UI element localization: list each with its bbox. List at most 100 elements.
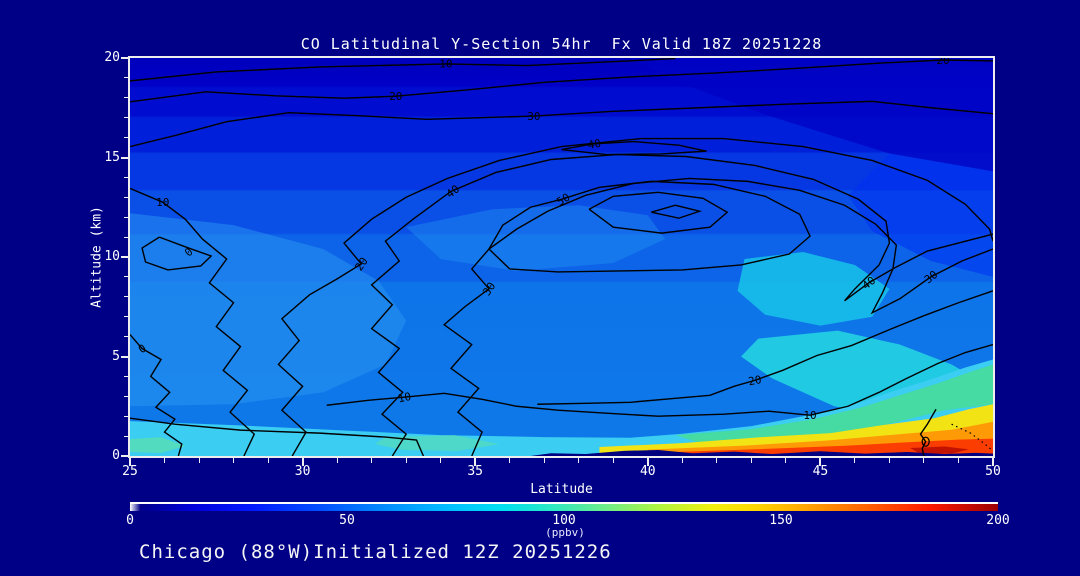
y-major-tick bbox=[121, 57, 128, 59]
x-tick-label: 25 bbox=[122, 464, 138, 479]
y-minor-tick bbox=[124, 276, 128, 278]
x-minor-tick bbox=[233, 458, 235, 463]
y-minor-tick bbox=[124, 236, 128, 238]
x-major-tick bbox=[301, 458, 304, 466]
colorbar-gradient bbox=[130, 502, 998, 511]
x-minor-tick bbox=[405, 458, 407, 463]
x-minor-tick bbox=[198, 458, 200, 463]
x-tick-label: 40 bbox=[639, 464, 656, 479]
x-tick-label: 45 bbox=[812, 464, 829, 479]
x-minor-tick bbox=[854, 458, 856, 463]
x-minor-tick bbox=[543, 458, 545, 463]
x-minor-tick bbox=[888, 458, 890, 463]
contour-label-40: 40 bbox=[444, 182, 462, 200]
x-minor-tick bbox=[785, 458, 787, 463]
x-major-tick bbox=[646, 458, 649, 466]
y-minor-tick bbox=[124, 296, 128, 298]
contour-line-50 bbox=[488, 180, 811, 273]
x-minor-tick bbox=[336, 458, 338, 463]
init-info-text: Chicago (88°W)Initialized 12Z 20251226 bbox=[139, 541, 612, 563]
contour-line-40 bbox=[370, 153, 993, 456]
y-minor-tick bbox=[124, 336, 128, 338]
y-major-tick bbox=[121, 355, 128, 358]
x-axis-title: Latitude bbox=[530, 482, 593, 497]
contour-label-30: 30 bbox=[480, 280, 498, 298]
y-minor-tick bbox=[124, 435, 128, 437]
fill-region bbox=[530, 450, 993, 456]
contour-line-0 bbox=[130, 417, 425, 456]
x-major-tick bbox=[129, 458, 131, 466]
fill-region bbox=[910, 446, 969, 455]
x-minor-tick bbox=[440, 458, 442, 463]
y-tick-label: 20 bbox=[104, 50, 120, 65]
contour-line-20 bbox=[130, 59, 993, 103]
contour-line-20 bbox=[277, 137, 993, 456]
fill-region bbox=[675, 364, 993, 447]
contour-label-10: 10 bbox=[156, 196, 169, 209]
contour-line-30 bbox=[443, 177, 993, 456]
y-minor-tick bbox=[124, 375, 128, 377]
y-minor-tick bbox=[124, 415, 128, 417]
x-major-tick bbox=[819, 458, 822, 466]
y-tick-label: 0 bbox=[112, 448, 120, 463]
colorbar-tick-label: 50 bbox=[339, 513, 355, 528]
y-minor-tick bbox=[124, 77, 128, 79]
x-major-tick bbox=[992, 458, 994, 466]
fill-region bbox=[130, 437, 186, 454]
contour-label-40: 40 bbox=[587, 137, 602, 152]
colorbar-tick-label: 200 bbox=[986, 513, 1010, 528]
contour-line-10 bbox=[130, 58, 676, 82]
x-minor-tick bbox=[957, 458, 959, 463]
contour-label-10: 10 bbox=[397, 390, 413, 405]
x-minor-tick bbox=[612, 458, 614, 463]
x-minor-tick bbox=[716, 458, 718, 463]
contour-label-10: 10 bbox=[803, 409, 816, 422]
y-major-tick bbox=[121, 156, 128, 159]
fill-region bbox=[848, 153, 993, 277]
y-minor-tick bbox=[124, 176, 128, 178]
colorbar-tick-label: 100 bbox=[552, 513, 576, 528]
y-minor-tick bbox=[124, 196, 128, 198]
y-tick-label: 15 bbox=[104, 149, 120, 165]
y-major-tick bbox=[121, 455, 128, 457]
x-tick-label: 30 bbox=[294, 464, 311, 479]
x-tick-label: 35 bbox=[467, 464, 484, 479]
contour-line-60 bbox=[588, 191, 729, 234]
y-minor-tick bbox=[124, 137, 128, 139]
fill-region bbox=[130, 213, 407, 407]
contour-line-60 bbox=[651, 204, 703, 219]
contour-line-10 bbox=[326, 343, 993, 417]
y-minor-tick bbox=[124, 395, 128, 397]
fill-region bbox=[737, 252, 890, 326]
y-tick-label: 10 bbox=[104, 249, 120, 264]
contour-label-20: 20 bbox=[352, 255, 370, 273]
contour-label-20: 20 bbox=[936, 58, 949, 67]
contour-label-30: 30 bbox=[922, 268, 940, 286]
x-minor-tick bbox=[750, 458, 752, 463]
y-minor-tick bbox=[124, 117, 128, 119]
contour-line-20 bbox=[537, 290, 993, 405]
contour-label-40: 40 bbox=[860, 274, 878, 292]
colorbar-tick-label: 150 bbox=[769, 513, 793, 528]
fill-region bbox=[406, 205, 666, 271]
fill-region bbox=[675, 438, 993, 456]
x-minor-tick bbox=[371, 458, 373, 463]
contour-label-30: 30 bbox=[527, 110, 540, 123]
contour-label-20: 20 bbox=[747, 373, 762, 388]
contour-label-20: 20 bbox=[389, 90, 402, 103]
contour-line-10 bbox=[951, 423, 993, 451]
y-minor-tick bbox=[124, 97, 128, 99]
contour-line-0 bbox=[141, 236, 213, 271]
chart-title: CO Latitudinal Y-Section 54hr Fx Valid 1… bbox=[300, 35, 823, 53]
colorbar-tick-label: 0 bbox=[126, 513, 134, 528]
y-minor-tick bbox=[124, 316, 128, 318]
contour-label-10: 10 bbox=[439, 58, 452, 70]
contour-line-30 bbox=[130, 100, 993, 148]
x-minor-tick bbox=[267, 458, 269, 463]
contour-closed-loop bbox=[921, 436, 930, 447]
plot-area: 10 20 30 40 20 10 40 50 0 20 30 40 30 0 20 10 10 bbox=[128, 56, 995, 458]
fill-region bbox=[630, 58, 993, 172]
x-minor-tick bbox=[509, 458, 511, 463]
